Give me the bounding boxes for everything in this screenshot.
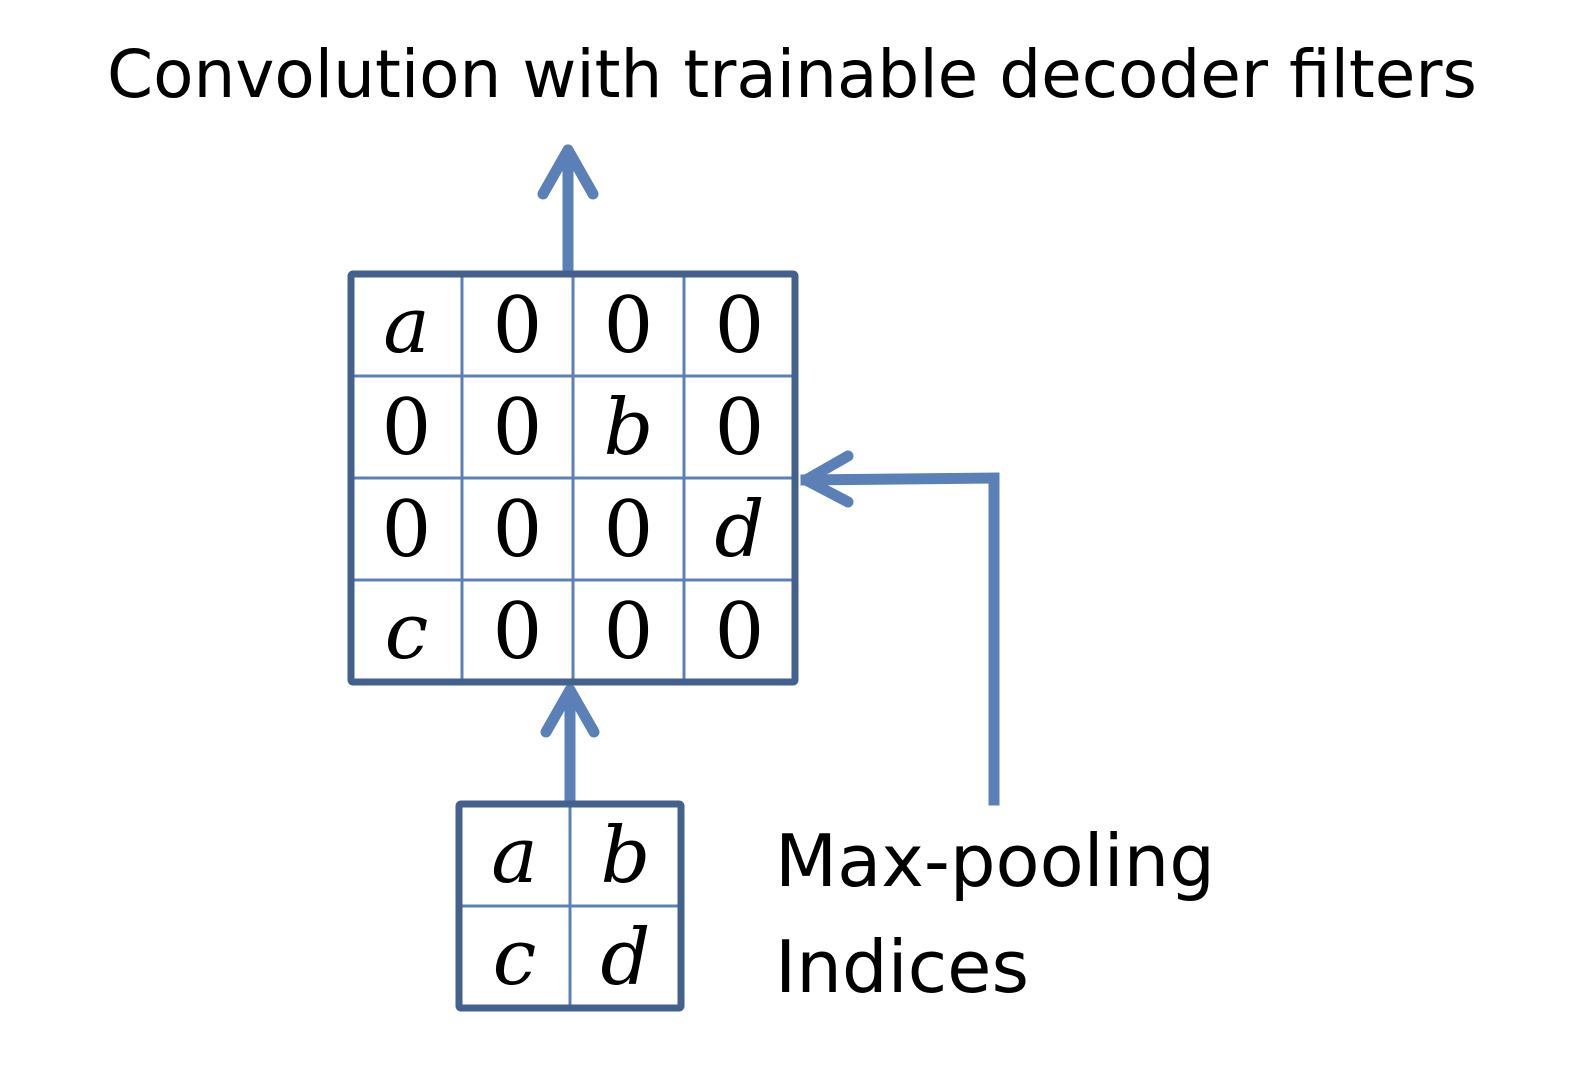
pooled-cell: a — [491, 811, 538, 901]
upsampled-cell: 0 — [715, 281, 765, 371]
upsampled-cell: 0 — [493, 281, 543, 371]
upsampled-cell: 0 — [715, 587, 765, 677]
max-pooling-indices-label: Max-pooling Indices — [775, 808, 1215, 1020]
upsampled-feature-map: a 0 0 00 0 b 00 0 0 dc 0 0 0 — [347, 270, 799, 686]
indices-label-line-2: Indices — [775, 925, 1029, 1009]
upsampled-cell: 0 — [493, 383, 543, 473]
upsampled-cell: 0 — [493, 485, 543, 575]
upsampled-cell: 0 — [382, 485, 432, 575]
unpool-arrow — [540, 684, 600, 806]
upsampled-cell: 0 — [493, 587, 543, 677]
pooled-cell: d — [601, 913, 651, 1003]
upsampled-cell: 0 — [604, 485, 654, 575]
diagram-title: Convolution with trainable decoder filte… — [107, 36, 1477, 113]
upsampled-cell: 0 — [715, 383, 765, 473]
indices-arrowhead — [800, 450, 854, 508]
upsampled-cell: c — [385, 587, 429, 677]
indices-arrow — [800, 472, 1000, 806]
upsampled-cell: 0 — [382, 383, 432, 473]
pooled-feature-map: a bc d — [455, 800, 685, 1012]
upsampled-cell: 0 — [604, 281, 654, 371]
upsampled-cell: d — [715, 485, 765, 575]
output-arrow — [537, 144, 599, 276]
indices-label-line-1: Max-pooling — [775, 819, 1215, 903]
pooled-border — [455, 800, 685, 1012]
upsampled-cell: b — [604, 383, 654, 473]
pooled-cell: b — [601, 811, 651, 901]
pooled-cell: c — [493, 913, 537, 1003]
upsampled-cell: a — [383, 281, 430, 371]
upsampled-border — [347, 270, 799, 686]
upsampled-cell: 0 — [604, 587, 654, 677]
